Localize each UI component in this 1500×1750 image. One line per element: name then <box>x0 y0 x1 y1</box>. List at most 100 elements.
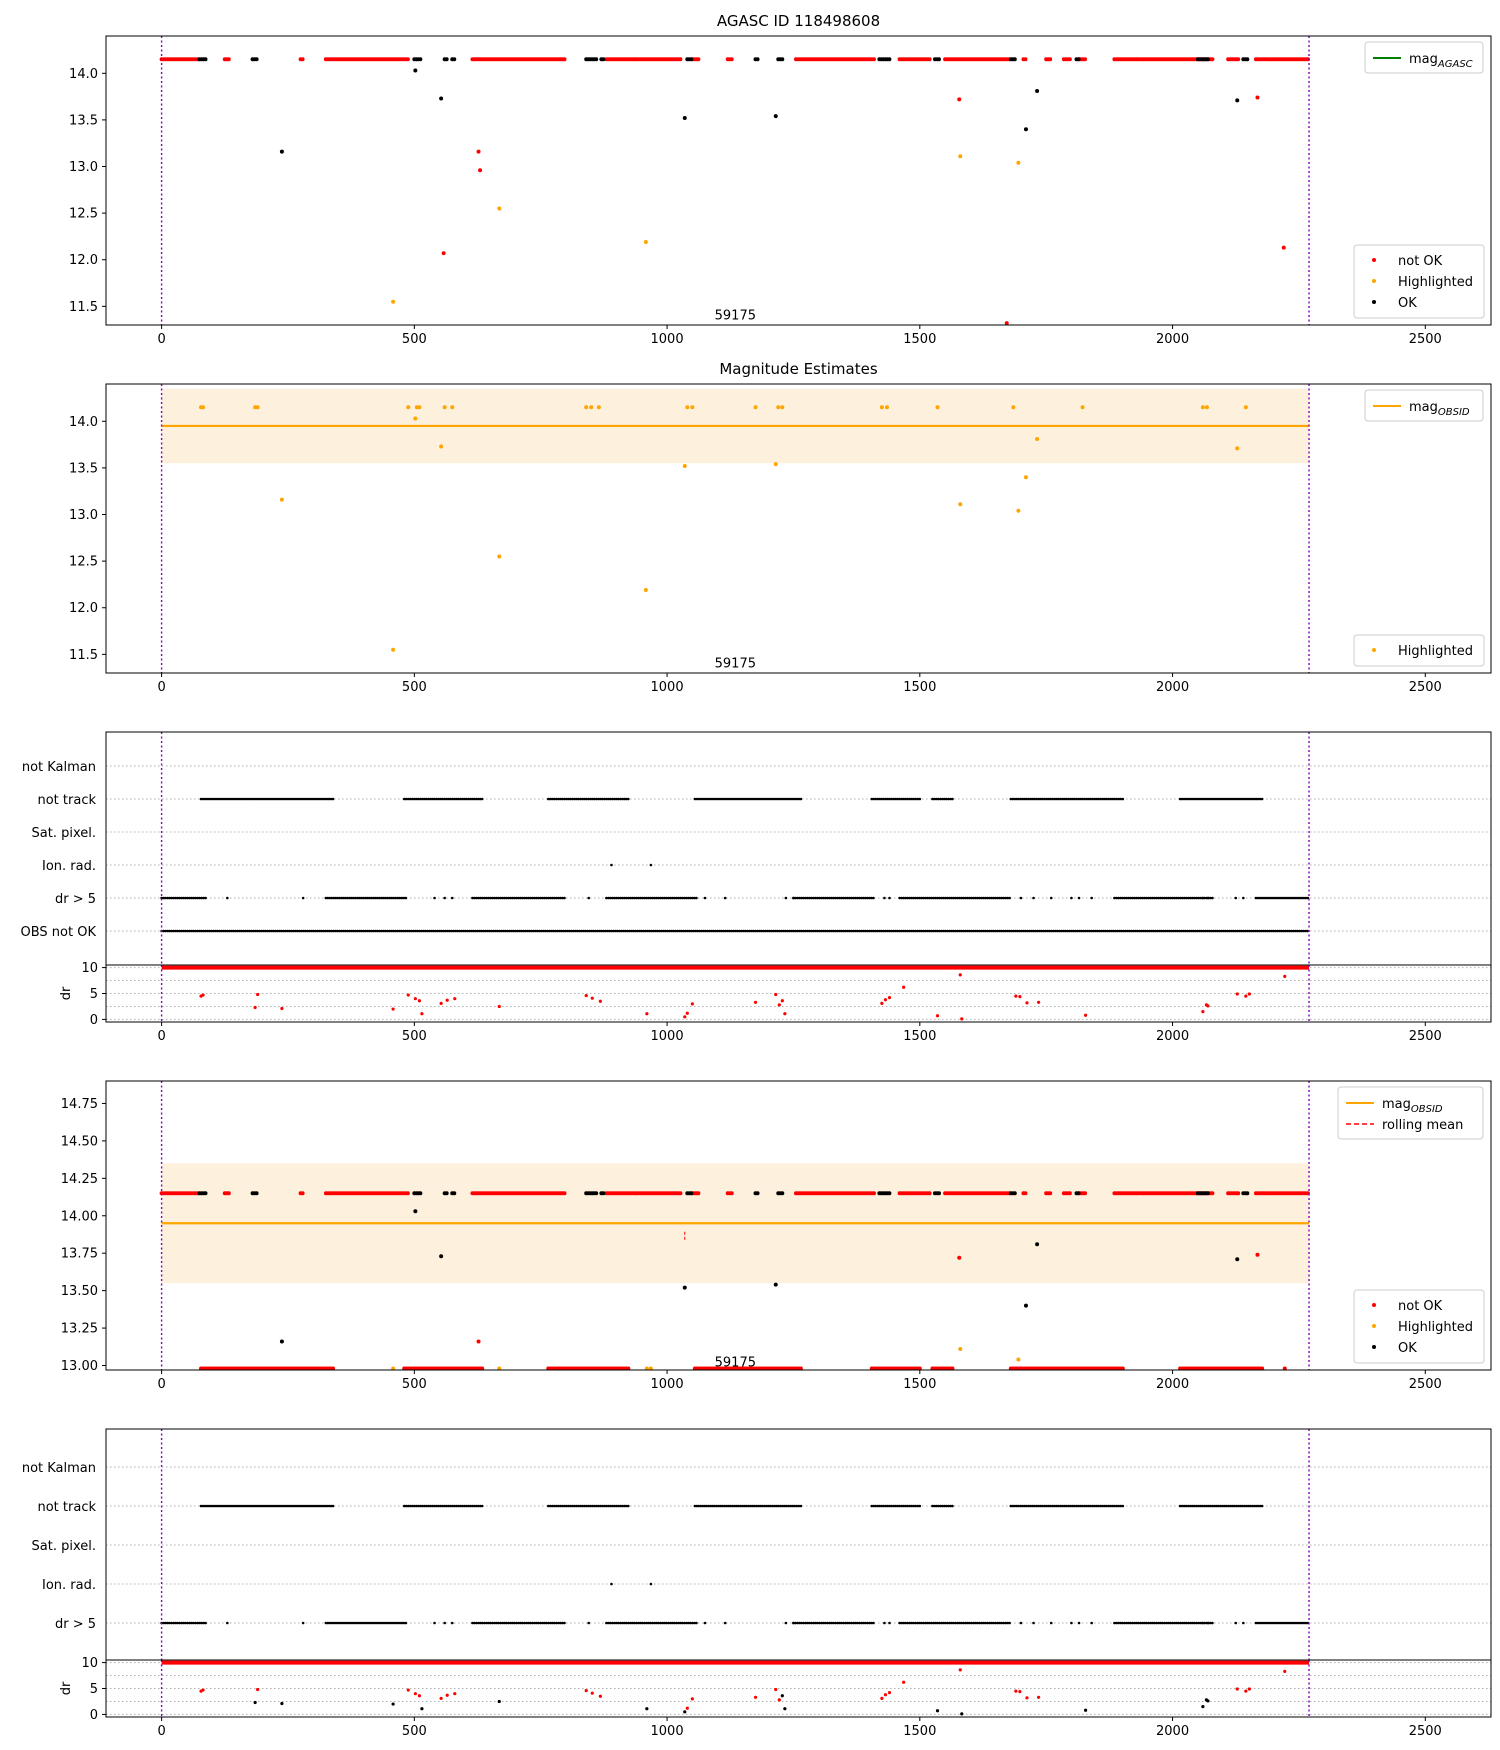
flag-marker <box>844 929 847 933</box>
flag-marker <box>263 1504 267 1508</box>
flag-marker <box>354 896 358 900</box>
flag-marker <box>602 1504 606 1508</box>
flag-marker <box>219 1504 223 1508</box>
flag-marker <box>386 929 389 933</box>
flag-marker <box>1015 797 1019 801</box>
flag-marker <box>290 929 293 933</box>
flag-marker <box>1274 896 1278 900</box>
flag-marker <box>1042 929 1045 933</box>
flag-marker <box>1250 1504 1254 1508</box>
flag-marker <box>900 797 904 801</box>
flag-marker <box>1098 929 1101 933</box>
flag-marker <box>1147 1621 1150 1625</box>
flag-marker <box>1035 797 1039 801</box>
flag-marker <box>1041 1504 1045 1508</box>
flag-marker <box>908 797 912 801</box>
flag-marker <box>980 896 983 900</box>
flag-marker <box>495 896 498 900</box>
data-point <box>689 57 694 62</box>
flag-marker <box>225 797 229 801</box>
flag-marker <box>528 929 531 933</box>
flag-marker <box>180 896 183 900</box>
flag-marker <box>697 1504 701 1508</box>
flag-marker <box>904 1504 908 1508</box>
flag-marker <box>1160 929 1163 933</box>
flag-marker <box>883 1621 886 1625</box>
flag-marker <box>456 929 459 933</box>
y-tick-label: 14.75 <box>61 1097 98 1112</box>
x-tick-label: 500 <box>402 332 427 347</box>
flag-marker <box>1254 1504 1258 1508</box>
flag-marker <box>272 929 275 933</box>
flag-marker <box>1114 929 1117 933</box>
flag-marker <box>174 929 177 933</box>
flag-marker <box>578 929 581 933</box>
flag-marker <box>442 1504 446 1508</box>
flag-marker <box>402 929 405 933</box>
flag-marker <box>649 863 653 867</box>
flag-marker <box>1032 896 1035 900</box>
flag-marker <box>816 1621 819 1625</box>
flag-marker <box>228 929 231 933</box>
flag-marker <box>779 1504 783 1508</box>
flag-marker <box>902 797 906 801</box>
flag-marker <box>766 929 769 933</box>
flag-marker <box>348 1621 352 1625</box>
flag-marker <box>342 929 345 933</box>
flag-marker <box>481 1621 484 1625</box>
flag-marker <box>942 896 945 900</box>
flag-marker <box>1232 797 1236 801</box>
flag-marker <box>506 929 509 933</box>
data-point <box>1235 98 1240 103</box>
flag-marker <box>880 1504 884 1508</box>
flag-marker <box>372 929 375 933</box>
flag-marker <box>727 1504 731 1508</box>
flag-marker <box>1166 929 1169 933</box>
flag-marker <box>1067 1504 1071 1508</box>
flag-marker <box>1012 929 1015 933</box>
y-tick-label: 13.00 <box>61 1359 98 1374</box>
flag-marker <box>265 1504 269 1508</box>
dr-point <box>1037 1695 1041 1699</box>
flag-marker <box>1161 896 1164 900</box>
flag-marker <box>711 797 715 801</box>
flag-marker <box>642 929 645 933</box>
flag-marker <box>760 929 763 933</box>
flag-marker <box>685 896 688 900</box>
flag-marker <box>1065 1504 1069 1508</box>
flag-marker <box>838 896 841 900</box>
flag-marker <box>470 929 473 933</box>
flag-marker <box>950 929 953 933</box>
flag-marker <box>418 1504 422 1508</box>
flag-marker <box>210 929 213 933</box>
legend-label-subscript: OBSID <box>1411 1104 1443 1115</box>
flag-marker <box>600 929 603 933</box>
dr-point <box>256 992 260 997</box>
flag-marker <box>1254 797 1258 801</box>
data-point <box>279 497 284 502</box>
flag-marker <box>517 1621 520 1625</box>
flag-marker <box>1159 896 1162 900</box>
flag-marker <box>906 797 910 801</box>
data-point <box>1255 1252 1260 1257</box>
flag-marker <box>709 1504 713 1508</box>
flag-marker <box>1121 1504 1125 1508</box>
flag-marker <box>542 929 545 933</box>
flag-marker <box>1236 797 1240 801</box>
flag-marker <box>1290 896 1294 900</box>
flag-marker <box>632 929 635 933</box>
flag-marker <box>994 929 997 933</box>
flag-marker <box>328 1621 332 1625</box>
flag-marker <box>713 1504 717 1508</box>
flag-marker <box>610 863 613 867</box>
flag-marker <box>840 929 843 933</box>
flag-marker <box>251 1504 255 1508</box>
panel-p4: 5917513.0013.2513.5013.7514.0014.2514.50… <box>61 1080 1492 1392</box>
flag-marker <box>442 797 446 801</box>
flag-marker <box>795 1504 799 1508</box>
flag-marker <box>1167 896 1170 900</box>
line-legend <box>1364 389 1484 422</box>
flag-marker <box>1027 797 1031 801</box>
x-tick-label: 500 <box>402 680 427 695</box>
flag-marker <box>769 797 773 801</box>
